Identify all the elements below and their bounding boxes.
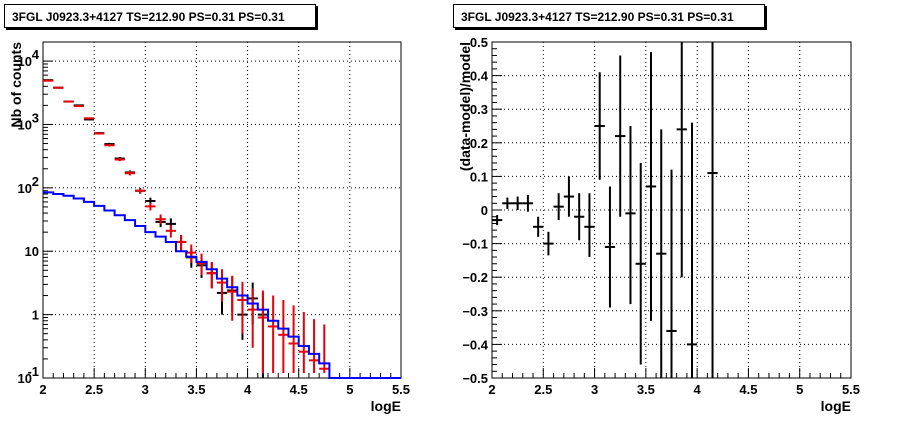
left-x-tick-label: 4	[244, 382, 252, 397]
left-y-tick-label: 1	[32, 308, 39, 323]
right-panel: 2 2.5 3 3.5 4 4.5 5 5.5 −0.5 −0.4 −0.3 −0.2 −0.1 0 0.1…	[457, 35, 860, 414]
right-y-tick-label: 0.3	[470, 102, 488, 117]
left-y-tick-exponent: 2	[32, 174, 39, 189]
left-x-tick-label: 2.5	[85, 382, 103, 397]
right-y-tick-label: −0.3	[462, 304, 488, 319]
right-y-tick-label: −0.4	[462, 337, 488, 352]
left-x-tick-label: 2	[39, 382, 46, 397]
left-y-tick-exponent: 3	[32, 110, 39, 125]
left-y-tick-label: 10	[18, 54, 32, 69]
left-x-tick-label: 5	[346, 382, 353, 397]
left-x-axis-label: logE	[371, 398, 401, 414]
right-chart-title: 3FGL J0923.3+4127 TS=212.90 PS=0.31 PS=0…	[453, 4, 765, 28]
left-y-tick-label: 10	[25, 244, 39, 259]
model-step-line	[43, 191, 401, 379]
right-y-tick-label: −0.1	[462, 237, 488, 252]
left-y-tick-label: 10	[18, 117, 32, 132]
left-x-tick-label: 3.5	[187, 382, 205, 397]
right-y-tick-label: 0.5	[470, 35, 488, 50]
left-y-tick-exponent: 4	[32, 47, 40, 62]
left-y-tick-label: 10	[18, 181, 32, 196]
left-y-axis-label: Nb of counts	[8, 42, 24, 128]
right-y-axis-label: (data-model)/model	[457, 42, 473, 171]
right-y-tick-label: 0.1	[470, 169, 488, 184]
right-y-tick-label: −0.2	[462, 270, 488, 285]
right-y-tick-label: 0.2	[470, 136, 488, 151]
right-x-axis-label: logE	[821, 398, 851, 414]
right-x-tick-label: 3	[591, 382, 598, 397]
right-y-tick-label: −0.5	[462, 371, 488, 386]
left-x-tick-label: 4.5	[290, 382, 308, 397]
right-y-tick-label: 0	[481, 203, 488, 218]
left-x-tick-label: 3	[142, 382, 149, 397]
right-x-tick-label: 4	[694, 382, 702, 397]
left-plot-frame	[42, 41, 402, 379]
right-x-tick-label: 5.5	[842, 382, 860, 397]
right-x-tick-label: 4.5	[739, 382, 757, 397]
left-chart-title: 3FGL J0923.3+4127 TS=212.90 PS=0.31 PS=0…	[4, 4, 316, 28]
right-x-tick-label: 2	[488, 382, 495, 397]
right-y-tick-label: 0.4	[470, 69, 489, 84]
left-x-tick-label: 5.5	[392, 382, 410, 397]
left-y-tick-exponent: -1	[27, 364, 39, 379]
left-y-tick-label: 10	[18, 371, 32, 386]
right-x-tick-label: 3.5	[637, 382, 655, 397]
right-x-tick-label: 5	[796, 382, 803, 397]
right-x-tick-label: 2.5	[534, 382, 552, 397]
